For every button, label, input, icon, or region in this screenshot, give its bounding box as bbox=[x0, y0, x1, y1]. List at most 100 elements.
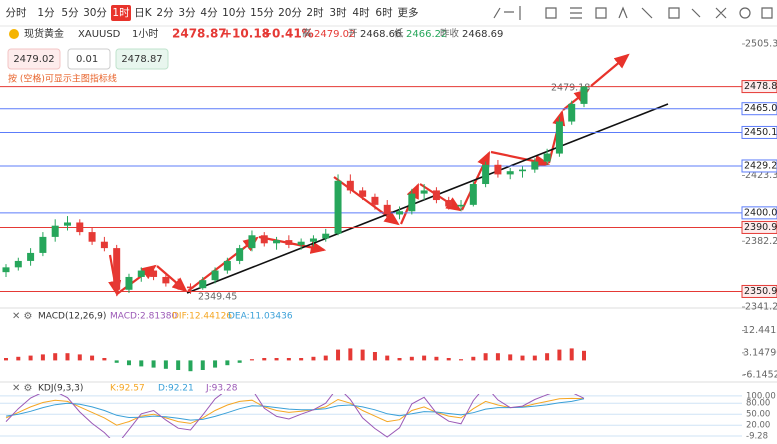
macd-bar bbox=[65, 353, 70, 361]
candle-body bbox=[543, 153, 551, 162]
candle-body bbox=[408, 193, 416, 212]
candle-body bbox=[494, 164, 502, 175]
macd-bar bbox=[114, 360, 119, 363]
y-tick-label: 2341.25 bbox=[745, 302, 777, 313]
level-box bbox=[741, 206, 777, 220]
macd-bar bbox=[237, 360, 242, 363]
macd-bar bbox=[40, 354, 45, 361]
period-tab[interactable]: 5分 bbox=[61, 7, 79, 19]
period-tab[interactable]: 20分 bbox=[278, 7, 302, 19]
arrow bbox=[333, 176, 400, 226]
candle-body bbox=[469, 184, 477, 205]
close-icon[interactable]: ✕ ⚙ bbox=[12, 311, 33, 322]
period-tab[interactable]: 日K bbox=[134, 7, 152, 19]
period-tab[interactable]: 1分 bbox=[37, 7, 55, 19]
macd-bar bbox=[28, 355, 33, 361]
period-tab[interactable]: 2分 bbox=[156, 7, 174, 19]
macd-bar bbox=[4, 358, 8, 361]
candle-body bbox=[482, 164, 490, 185]
period-tab[interactable]: 3分 bbox=[178, 7, 196, 19]
macd-bar bbox=[299, 358, 304, 361]
arrow bbox=[419, 183, 462, 212]
candle-body bbox=[211, 270, 219, 281]
candle-body bbox=[519, 169, 527, 172]
candle-body bbox=[2, 267, 10, 273]
candle-body bbox=[568, 103, 576, 122]
macd-bar bbox=[262, 358, 267, 361]
candle-body bbox=[88, 232, 96, 242]
dea-value: DEA:11.03436 bbox=[228, 312, 293, 322]
period-tab[interactable]: 1时 bbox=[112, 7, 130, 19]
macd-bar bbox=[409, 356, 414, 361]
candle-body bbox=[346, 180, 354, 191]
high-label: 高 bbox=[302, 28, 312, 40]
candle-body bbox=[555, 121, 563, 154]
period-tab[interactable]: 15分 bbox=[250, 7, 274, 19]
candle-body bbox=[580, 86, 588, 104]
sell-box[interactable] bbox=[7, 48, 61, 70]
prev: 2468.69 bbox=[462, 29, 503, 40]
period-tab[interactable]: 2时 bbox=[306, 7, 324, 19]
interval[interactable]: 1小时 bbox=[132, 28, 158, 40]
y-tick-label: -6.14524 bbox=[743, 370, 777, 381]
period-tab[interactable]: 4分 bbox=[200, 7, 218, 19]
macd-bar bbox=[286, 358, 291, 361]
candle-body bbox=[248, 235, 256, 249]
toolbar-icons[interactable] bbox=[493, 6, 773, 20]
macd-bar bbox=[53, 353, 58, 361]
candle-body bbox=[396, 211, 404, 215]
buy-box[interactable] bbox=[115, 48, 169, 70]
macd-value: MACD:2.81380 bbox=[110, 312, 178, 322]
level-box bbox=[741, 220, 777, 234]
max-label: 2479.18 bbox=[551, 83, 590, 94]
period-tab[interactable]: 更多 bbox=[398, 6, 419, 19]
y-tick-label: 12.44126 bbox=[743, 325, 777, 336]
kdj-line bbox=[5, 398, 585, 421]
macd-bar bbox=[323, 355, 328, 361]
level-label: 2450.18 bbox=[744, 127, 777, 138]
macd-bar bbox=[372, 352, 377, 361]
name: 现货黄金 bbox=[24, 27, 64, 40]
legend-entry: J:93.28 bbox=[205, 384, 238, 394]
macd-bar bbox=[102, 358, 107, 361]
candle-body bbox=[432, 190, 440, 201]
period-tab[interactable]: 分时 bbox=[6, 7, 27, 19]
level-label: 2350.95 bbox=[744, 286, 777, 297]
y-tick-label: 2423.31 bbox=[745, 170, 777, 181]
period-tab[interactable]: 4时 bbox=[352, 7, 370, 19]
macd-bar bbox=[459, 359, 464, 361]
candle-body bbox=[334, 180, 342, 234]
candle-body bbox=[297, 241, 305, 245]
arrow bbox=[116, 264, 157, 295]
macd-bar bbox=[422, 355, 427, 361]
symbol[interactable]: XAUUSD bbox=[78, 29, 121, 40]
candle-body bbox=[63, 222, 71, 226]
arrow bbox=[187, 236, 259, 292]
macd-bar bbox=[213, 360, 218, 368]
candle-body bbox=[199, 280, 207, 289]
macd-bar bbox=[520, 355, 525, 361]
y-tick-label: 100.00 bbox=[746, 391, 776, 401]
candle-body bbox=[125, 276, 133, 290]
candle-body bbox=[260, 235, 268, 244]
macd-bar bbox=[397, 358, 402, 361]
prev-label: 昨收 bbox=[440, 28, 460, 40]
period-tab[interactable]: 10分 bbox=[222, 7, 246, 19]
period-tab[interactable]: 3时 bbox=[329, 7, 347, 19]
sell-price: 2479.02 bbox=[13, 54, 54, 65]
period-tab[interactable]: 30分 bbox=[83, 7, 107, 19]
candle-body bbox=[137, 270, 145, 277]
y-tick-label: 50.00 bbox=[746, 410, 770, 420]
candle-body bbox=[150, 270, 158, 277]
close-icon[interactable]: ✕ ⚙ bbox=[12, 383, 33, 394]
macd-bar bbox=[90, 355, 95, 361]
candle-body bbox=[186, 286, 194, 289]
period-tab[interactable]: 6时 bbox=[375, 7, 393, 19]
y-tick-label: 2382.28 bbox=[745, 236, 777, 247]
macd-label: MACD(12,26,9) bbox=[38, 312, 106, 322]
candle-body bbox=[27, 252, 35, 261]
lots-box[interactable] bbox=[67, 48, 111, 70]
macd-bar bbox=[77, 354, 82, 361]
candle-body bbox=[174, 283, 182, 287]
macd-bar bbox=[545, 353, 550, 361]
